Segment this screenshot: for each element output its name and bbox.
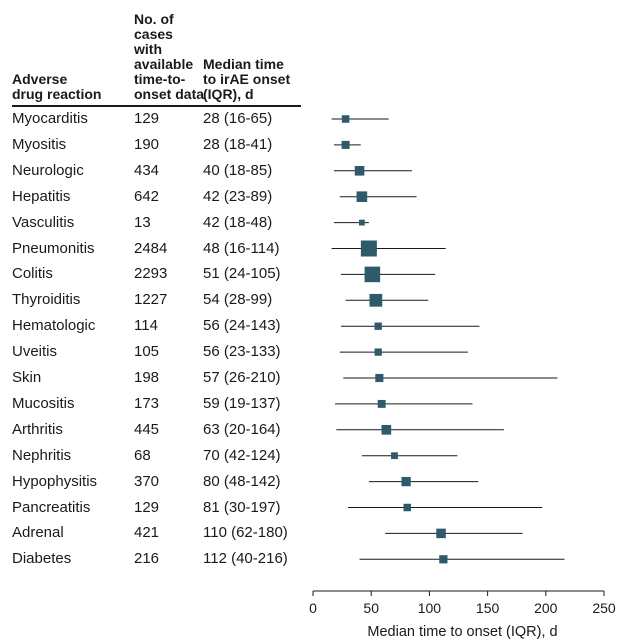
row-name: Neurologic [12, 161, 84, 179]
median-marker [403, 503, 412, 512]
row-name: Uveitis [12, 343, 58, 361]
median-marker [374, 322, 382, 330]
row-name: Nephritis [12, 446, 72, 464]
median-marker [436, 528, 446, 539]
row-median-iqr: 28 (16-65) [203, 110, 273, 127]
row-name: Hematologic [12, 317, 96, 335]
x-tick-label: 200 [534, 600, 558, 616]
median-marker [401, 476, 411, 487]
median-marker [341, 140, 350, 149]
row-name: Thyroiditis [12, 291, 81, 309]
row-name: Myocarditis [12, 110, 88, 127]
x-axis: 0 50 100 150 200 250 [309, 590, 616, 616]
row-case-count: 13 [134, 213, 151, 231]
header-divider [12, 105, 301, 107]
header-number-of-cases: No. of cases with available time-to- ons… [134, 11, 205, 102]
x-tick-label: 150 [476, 600, 500, 616]
row-median-iqr: 63 (20-164) [203, 420, 281, 438]
row-name: Mucositis [12, 394, 75, 412]
median-marker [360, 240, 377, 257]
row-median-iqr: 57 (26-210) [203, 369, 281, 386]
row-case-count: 129 [134, 110, 160, 127]
row-name: Arthritis [12, 420, 63, 438]
row-name: Colitis [12, 265, 53, 283]
median-marker [374, 348, 382, 356]
row-case-count: 114 [134, 317, 158, 335]
median-marker [439, 555, 448, 564]
row-median-iqr: 48 (16-114) [203, 239, 280, 257]
plot-marks [331, 115, 565, 564]
median-marker [381, 424, 392, 435]
row-name: Skin [12, 369, 42, 386]
row-median-iqr: 56 (23-133) [203, 343, 281, 361]
median-marker [369, 293, 383, 307]
row-case-count: 173 [134, 394, 160, 412]
row-median-iqr: 80 (48-142) [203, 472, 281, 490]
row-case-count: 2484 [134, 239, 168, 257]
row-case-count: 216 [134, 550, 160, 568]
row-median-iqr: 110 (62-180) [203, 524, 288, 542]
median-marker [375, 373, 384, 383]
row-case-count: 2293 [134, 265, 168, 283]
row-median-iqr: 59 (19-137) [203, 394, 281, 412]
median-marker [356, 191, 368, 202]
row-name: Pneumonitis [12, 239, 95, 257]
median-marker [358, 219, 365, 226]
row-median-iqr: 42 (18-48) [203, 213, 273, 231]
row-median-iqr: 54 (28-99) [203, 291, 273, 309]
x-tick-label: 50 [363, 600, 379, 616]
median-marker [341, 115, 350, 123]
row-name: Myositis [12, 135, 67, 153]
row-case-count: 198 [134, 369, 160, 386]
row-name: Pancreatitis [12, 498, 91, 516]
x-tick-label: 100 [418, 600, 442, 616]
row-case-count: 421 [134, 524, 160, 542]
x-axis-title: Median time to onset (IQR), d [367, 624, 557, 640]
median-marker [377, 399, 386, 408]
row-case-count: 105 [134, 343, 160, 361]
header-median-time: Median time to irAE onset (IQR), d [203, 56, 291, 102]
row-case-count: 129 [134, 498, 160, 516]
row-median-iqr: 40 (18-85) [203, 161, 273, 179]
x-tick-label: 0 [309, 600, 317, 616]
row-median-iqr: 70 (42-124) [203, 446, 281, 464]
row-name: Hypophysitis [12, 472, 98, 490]
row-name: Adrenal [12, 524, 64, 542]
row-case-count: 370 [134, 472, 160, 490]
row-median-iqr: 51 (24-105) [203, 265, 281, 283]
row-case-count: 1227 [134, 291, 168, 309]
row-case-count: 445 [134, 420, 160, 438]
median-marker [354, 166, 365, 176]
row-case-count: 642 [134, 187, 160, 205]
row-median-iqr: 28 (18-41) [203, 135, 273, 153]
header-adverse-drug-reaction: Adverse drug reaction [12, 71, 102, 102]
x-tick-label: 250 [592, 600, 616, 616]
row-median-iqr: 112 (40-216) [203, 550, 288, 568]
row-name: Vasculitis [12, 213, 75, 231]
median-marker [364, 266, 381, 283]
row-case-count: 68 [134, 446, 151, 464]
row-median-iqr: 81 (30-197) [203, 498, 281, 516]
row-case-count: 190 [134, 135, 160, 153]
median-marker [391, 452, 398, 460]
row-median-iqr: 42 (23-89) [203, 187, 273, 205]
row-median-iqr: 56 (24-143) [203, 317, 281, 335]
row-name: Hepatitis [12, 187, 71, 205]
row-name: Diabetes [12, 550, 72, 568]
row-case-count: 434 [134, 161, 160, 179]
